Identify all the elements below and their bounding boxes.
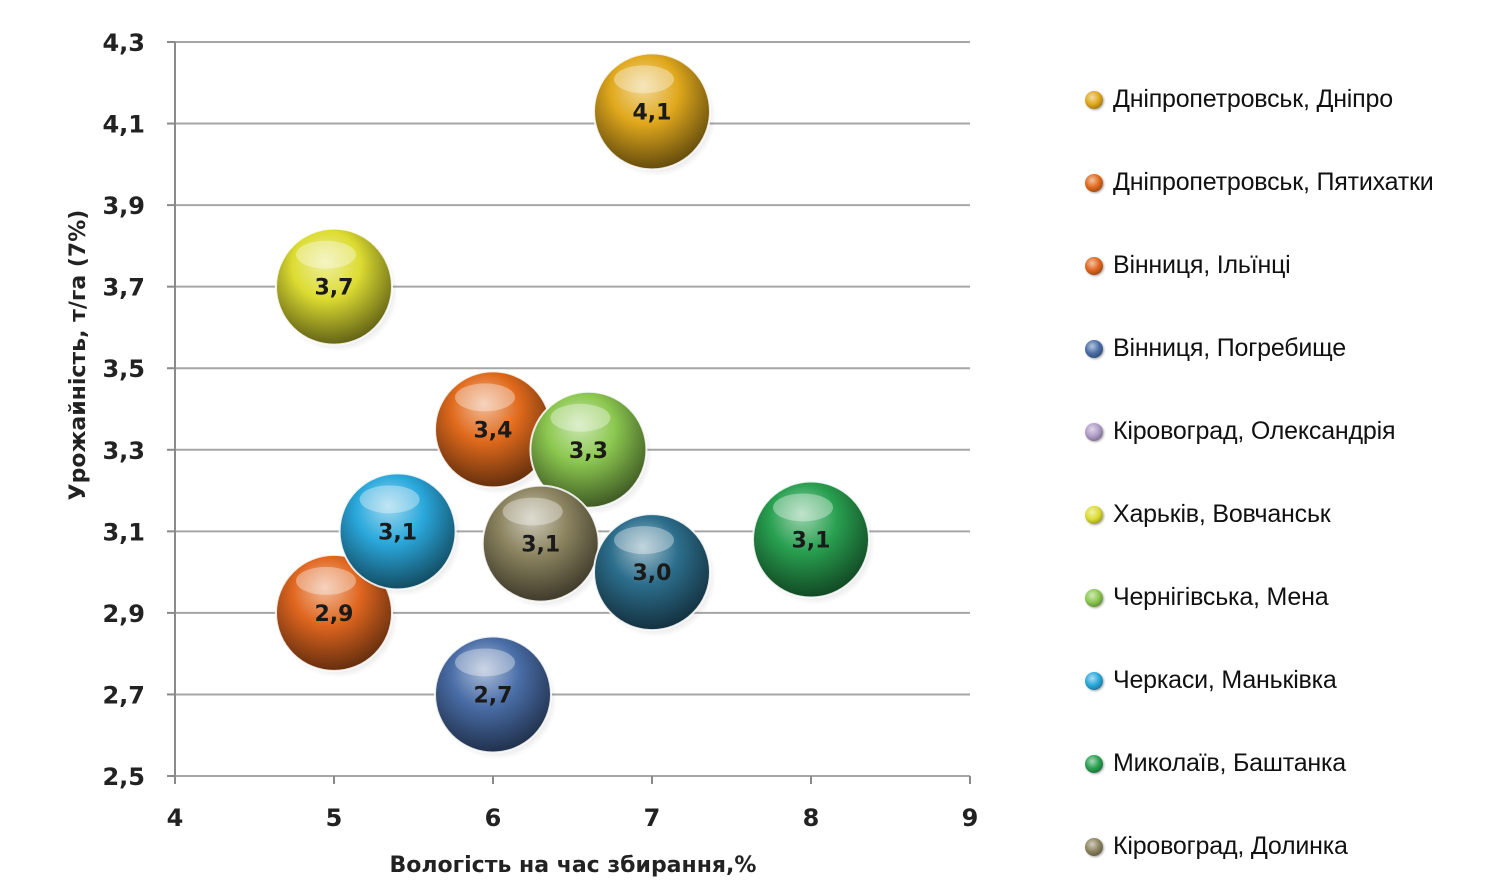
bubble-mark [752, 480, 870, 599]
x-tick-label: 9 [962, 804, 979, 832]
legend-entry: Вінниця, Ільїнці [1085, 224, 1480, 307]
x-tick-label: 4 [167, 804, 184, 832]
bubble: 2,7 [434, 635, 557, 760]
legend-swatch [1085, 339, 1103, 358]
data-label: 4,1 [633, 100, 672, 125]
bubble: 3,1 [481, 484, 605, 609]
y-tick-label: 3,7 [102, 274, 145, 302]
legend-swatch [1085, 422, 1103, 441]
y-tick-label: 3,9 [102, 192, 145, 220]
data-label: 3,0 [633, 561, 672, 586]
legend-swatch [1085, 671, 1103, 690]
legend-label: Вінниця, Ільїнці [1113, 251, 1291, 279]
bubble-highlight [614, 526, 674, 555]
x-tick-label: 6 [485, 804, 502, 832]
bubble-highlight [455, 648, 515, 677]
legend-entry: Кіровоград, Олександрія [1085, 390, 1480, 473]
bubble: 3,7 [275, 227, 398, 352]
x-axis-title: Вологість на час збирання,% [390, 853, 757, 878]
legend-swatch [1085, 256, 1103, 275]
legend-label: Дніпропетровськ, Дніпро [1113, 85, 1393, 113]
bubble-mark [593, 513, 711, 632]
legend-label: Харьків, Вовчанськ [1113, 500, 1331, 528]
legend: Дніпропетровськ, Дніпро Дніпропетровськ, … [1085, 58, 1480, 888]
y-axis-title: Урожайність, т/га (7%) [66, 210, 91, 501]
legend-entry: Вінниця, Погребище [1085, 307, 1480, 390]
bubble: 4,1 [593, 52, 716, 177]
bubble-mark [434, 635, 552, 754]
legend-label: Чернігівська, Мена [1113, 583, 1329, 611]
bubble-mark [275, 553, 393, 672]
bubble-highlight [455, 383, 515, 412]
bubble-mark [481, 484, 600, 603]
bubble-mark [275, 227, 393, 346]
bubble: 3,0 [593, 513, 716, 638]
x-tick-label: 8 [803, 804, 820, 832]
legend-label: Черкаси, Маньківка [1113, 666, 1337, 694]
y-tick-label: 3,5 [102, 355, 145, 383]
bubble: 2,9 [275, 553, 398, 678]
legend-entry: Миколаїв, Баштанка [1085, 722, 1480, 805]
legend-swatch [1085, 837, 1103, 856]
data-label: 3,7 [315, 276, 354, 301]
bubbles: 4,1 3,4 2,9 2,7 3,7 3,3 3,1 3,1 3,1 3,0 [275, 52, 875, 760]
legend-entry: Чернігівська, Мена [1085, 556, 1480, 639]
x-tick-label: 7 [644, 804, 661, 832]
bubble-highlight [502, 497, 563, 526]
legend-entry: Дніпропетровськ, Пятихатки [1085, 141, 1480, 224]
data-label: 2,9 [315, 602, 354, 627]
legend-label: Дніпропетровськ, Пятихатки [1113, 168, 1434, 196]
legend-entry: Харьків, Вовчанськ [1085, 473, 1480, 556]
y-tick-label: 3,3 [102, 437, 145, 465]
data-label: 3,1 [792, 528, 831, 553]
bubble: 3,4 [434, 370, 557, 495]
legend-swatch [1085, 754, 1103, 773]
legend-entry: Дніпропетровськ, Дніпро [1085, 58, 1480, 141]
bubble-highlight [550, 403, 611, 432]
data-label: 3,4 [474, 418, 513, 443]
y-tick-label: 2,7 [102, 681, 145, 709]
legend-entry: Черкаси, Маньківка [1085, 639, 1480, 722]
legend-swatch [1085, 588, 1103, 607]
legend-swatch [1085, 505, 1103, 524]
y-tick-label: 4,3 [102, 29, 145, 57]
bubble-mark [593, 52, 711, 171]
axes: 2,5 2,7 2,9 3,1 3,3 3,5 3,7 3,9 4,1 4,3 4 5 6 7 8 9 [102, 29, 978, 832]
y-tick-label: 3,1 [102, 518, 145, 546]
y-tick-label: 4,1 [102, 111, 145, 139]
bubble-highlight [296, 566, 356, 595]
bubble-mark [338, 472, 457, 591]
bubble-highlight [614, 65, 674, 94]
bubble: 3,3 [529, 390, 653, 515]
bubble: 3,1 [752, 480, 875, 605]
data-label: 2,7 [474, 683, 513, 708]
bubble-highlight [359, 485, 420, 514]
bubble-highlight [296, 240, 356, 269]
data-label: 3,1 [521, 533, 560, 558]
x-tick-label: 5 [326, 804, 343, 832]
bubble: 3,1 [338, 472, 462, 597]
data-label: 3,1 [378, 520, 417, 545]
legend-swatch [1085, 173, 1103, 192]
y-tick-label: 2,9 [102, 600, 145, 628]
legend-label: Кіровоград, Олександрія [1113, 417, 1396, 445]
legend-swatch [1085, 90, 1103, 109]
data-label: 3,3 [569, 439, 608, 464]
bubble-highlight [773, 493, 833, 522]
legend-label: Кіровоград, Долинка [1113, 832, 1348, 860]
legend-label: Миколаїв, Баштанка [1113, 749, 1347, 777]
y-tick-label: 2,5 [102, 763, 145, 791]
legend-label: Вінниця, Погребище [1113, 334, 1346, 362]
legend-entry: Кіровоград, Долинка [1085, 805, 1480, 888]
